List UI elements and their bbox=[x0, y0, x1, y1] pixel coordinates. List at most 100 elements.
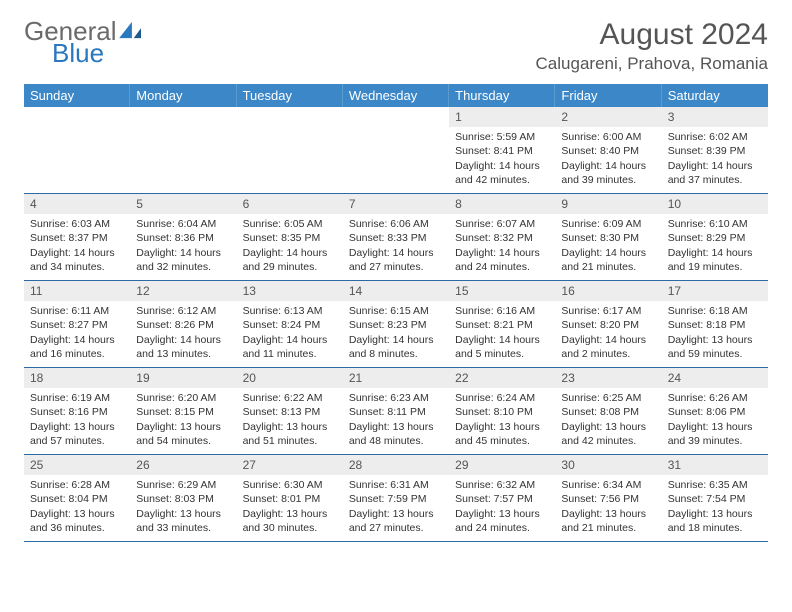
daylight-line: Daylight: 14 hours and 5 minutes. bbox=[455, 333, 549, 361]
day-header-wednesday: Wednesday bbox=[343, 84, 449, 107]
day-details: Sunrise: 6:06 AMSunset: 8:33 PMDaylight:… bbox=[343, 214, 449, 278]
day-cell: 31Sunrise: 6:35 AMSunset: 7:54 PMDayligh… bbox=[662, 455, 768, 541]
day-number: 11 bbox=[24, 281, 130, 301]
sunset-line: Sunset: 8:04 PM bbox=[30, 492, 124, 506]
sunset-line: Sunset: 8:39 PM bbox=[668, 144, 762, 158]
week-row: 1Sunrise: 5:59 AMSunset: 8:41 PMDaylight… bbox=[24, 107, 768, 194]
day-details: Sunrise: 6:11 AMSunset: 8:27 PMDaylight:… bbox=[24, 301, 130, 365]
sunset-line: Sunset: 8:30 PM bbox=[561, 231, 655, 245]
day-number: 19 bbox=[130, 368, 236, 388]
sunrise-line: Sunrise: 6:34 AM bbox=[561, 478, 655, 492]
daylight-line: Daylight: 13 hours and 33 minutes. bbox=[136, 507, 230, 535]
day-details: Sunrise: 6:05 AMSunset: 8:35 PMDaylight:… bbox=[237, 214, 343, 278]
header: GeneralBlue August 2024 Calugareni, Prah… bbox=[24, 18, 768, 74]
day-cell: 3Sunrise: 6:02 AMSunset: 8:39 PMDaylight… bbox=[662, 107, 768, 193]
day-number: 18 bbox=[24, 368, 130, 388]
sunrise-line: Sunrise: 6:19 AM bbox=[30, 391, 124, 405]
day-number: 20 bbox=[237, 368, 343, 388]
day-cell: 20Sunrise: 6:22 AMSunset: 8:13 PMDayligh… bbox=[237, 368, 343, 454]
sunrise-line: Sunrise: 6:32 AM bbox=[455, 478, 549, 492]
sunrise-line: Sunrise: 6:28 AM bbox=[30, 478, 124, 492]
sunset-line: Sunset: 8:16 PM bbox=[30, 405, 124, 419]
daylight-line: Daylight: 13 hours and 45 minutes. bbox=[455, 420, 549, 448]
daylight-line: Daylight: 14 hours and 29 minutes. bbox=[243, 246, 337, 274]
sunset-line: Sunset: 8:41 PM bbox=[455, 144, 549, 158]
day-cell: 19Sunrise: 6:20 AMSunset: 8:15 PMDayligh… bbox=[130, 368, 236, 454]
day-details: Sunrise: 6:16 AMSunset: 8:21 PMDaylight:… bbox=[449, 301, 555, 365]
title-block: August 2024 Calugareni, Prahova, Romania bbox=[536, 18, 768, 74]
logo: GeneralBlue bbox=[24, 18, 143, 66]
sunrise-line: Sunrise: 6:06 AM bbox=[349, 217, 443, 231]
day-cell: 8Sunrise: 6:07 AMSunset: 8:32 PMDaylight… bbox=[449, 194, 555, 280]
sunset-line: Sunset: 8:27 PM bbox=[30, 318, 124, 332]
day-number: 5 bbox=[130, 194, 236, 214]
day-number: 9 bbox=[555, 194, 661, 214]
sunrise-line: Sunrise: 6:25 AM bbox=[561, 391, 655, 405]
day-cell: 4Sunrise: 6:03 AMSunset: 8:37 PMDaylight… bbox=[24, 194, 130, 280]
day-number: 17 bbox=[662, 281, 768, 301]
day-number: 12 bbox=[130, 281, 236, 301]
day-cell: 12Sunrise: 6:12 AMSunset: 8:26 PMDayligh… bbox=[130, 281, 236, 367]
day-cell: 27Sunrise: 6:30 AMSunset: 8:01 PMDayligh… bbox=[237, 455, 343, 541]
daylight-line: Daylight: 14 hours and 32 minutes. bbox=[136, 246, 230, 274]
daylight-line: Daylight: 14 hours and 24 minutes. bbox=[455, 246, 549, 274]
day-header-sunday: Sunday bbox=[24, 84, 130, 107]
day-details: Sunrise: 5:59 AMSunset: 8:41 PMDaylight:… bbox=[449, 127, 555, 191]
day-cell: 23Sunrise: 6:25 AMSunset: 8:08 PMDayligh… bbox=[555, 368, 661, 454]
sunset-line: Sunset: 8:01 PM bbox=[243, 492, 337, 506]
day-number: 31 bbox=[662, 455, 768, 475]
day-cell: 29Sunrise: 6:32 AMSunset: 7:57 PMDayligh… bbox=[449, 455, 555, 541]
sunrise-line: Sunrise: 6:05 AM bbox=[243, 217, 337, 231]
daylight-line: Daylight: 14 hours and 8 minutes. bbox=[349, 333, 443, 361]
sunrise-line: Sunrise: 6:11 AM bbox=[30, 304, 124, 318]
day-details: Sunrise: 6:32 AMSunset: 7:57 PMDaylight:… bbox=[449, 475, 555, 539]
sunrise-line: Sunrise: 6:20 AM bbox=[136, 391, 230, 405]
day-number: 14 bbox=[343, 281, 449, 301]
day-cell: 15Sunrise: 6:16 AMSunset: 8:21 PMDayligh… bbox=[449, 281, 555, 367]
day-details: Sunrise: 6:20 AMSunset: 8:15 PMDaylight:… bbox=[130, 388, 236, 452]
daylight-line: Daylight: 13 hours and 18 minutes. bbox=[668, 507, 762, 535]
day-number: 21 bbox=[343, 368, 449, 388]
daylight-line: Daylight: 13 hours and 30 minutes. bbox=[243, 507, 337, 535]
weeks-container: 1Sunrise: 5:59 AMSunset: 8:41 PMDaylight… bbox=[24, 107, 768, 542]
sunrise-line: Sunrise: 6:26 AM bbox=[668, 391, 762, 405]
day-number: 23 bbox=[555, 368, 661, 388]
day-details: Sunrise: 6:02 AMSunset: 8:39 PMDaylight:… bbox=[662, 127, 768, 191]
sunrise-line: Sunrise: 6:00 AM bbox=[561, 130, 655, 144]
sunrise-line: Sunrise: 6:02 AM bbox=[668, 130, 762, 144]
sunset-line: Sunset: 8:23 PM bbox=[349, 318, 443, 332]
sunrise-line: Sunrise: 6:17 AM bbox=[561, 304, 655, 318]
day-cell: 17Sunrise: 6:18 AMSunset: 8:18 PMDayligh… bbox=[662, 281, 768, 367]
day-details: Sunrise: 6:13 AMSunset: 8:24 PMDaylight:… bbox=[237, 301, 343, 365]
day-cell: 5Sunrise: 6:04 AMSunset: 8:36 PMDaylight… bbox=[130, 194, 236, 280]
day-number: 24 bbox=[662, 368, 768, 388]
sunset-line: Sunset: 8:13 PM bbox=[243, 405, 337, 419]
day-number: 26 bbox=[130, 455, 236, 475]
sunrise-line: Sunrise: 6:23 AM bbox=[349, 391, 443, 405]
daylight-line: Daylight: 13 hours and 21 minutes. bbox=[561, 507, 655, 535]
day-details: Sunrise: 6:07 AMSunset: 8:32 PMDaylight:… bbox=[449, 214, 555, 278]
daylight-line: Daylight: 13 hours and 27 minutes. bbox=[349, 507, 443, 535]
day-header-row: SundayMondayTuesdayWednesdayThursdayFrid… bbox=[24, 84, 768, 107]
day-header-saturday: Saturday bbox=[662, 84, 768, 107]
day-cell: 7Sunrise: 6:06 AMSunset: 8:33 PMDaylight… bbox=[343, 194, 449, 280]
day-cell: 24Sunrise: 6:26 AMSunset: 8:06 PMDayligh… bbox=[662, 368, 768, 454]
daylight-line: Daylight: 13 hours and 24 minutes. bbox=[455, 507, 549, 535]
week-row: 11Sunrise: 6:11 AMSunset: 8:27 PMDayligh… bbox=[24, 281, 768, 368]
day-number: 3 bbox=[662, 107, 768, 127]
sunset-line: Sunset: 8:36 PM bbox=[136, 231, 230, 245]
sunrise-line: Sunrise: 6:15 AM bbox=[349, 304, 443, 318]
day-cell: 30Sunrise: 6:34 AMSunset: 7:56 PMDayligh… bbox=[555, 455, 661, 541]
sunrise-line: Sunrise: 6:10 AM bbox=[668, 217, 762, 231]
sunset-line: Sunset: 8:03 PM bbox=[136, 492, 230, 506]
sunrise-line: Sunrise: 6:22 AM bbox=[243, 391, 337, 405]
sunset-line: Sunset: 8:26 PM bbox=[136, 318, 230, 332]
daylight-line: Daylight: 14 hours and 2 minutes. bbox=[561, 333, 655, 361]
daylight-line: Daylight: 13 hours and 48 minutes. bbox=[349, 420, 443, 448]
sunrise-line: Sunrise: 6:35 AM bbox=[668, 478, 762, 492]
empty-cell bbox=[343, 107, 449, 193]
day-details: Sunrise: 6:17 AMSunset: 8:20 PMDaylight:… bbox=[555, 301, 661, 365]
sunset-line: Sunset: 8:10 PM bbox=[455, 405, 549, 419]
day-cell: 16Sunrise: 6:17 AMSunset: 8:20 PMDayligh… bbox=[555, 281, 661, 367]
day-cell: 1Sunrise: 5:59 AMSunset: 8:41 PMDaylight… bbox=[449, 107, 555, 193]
